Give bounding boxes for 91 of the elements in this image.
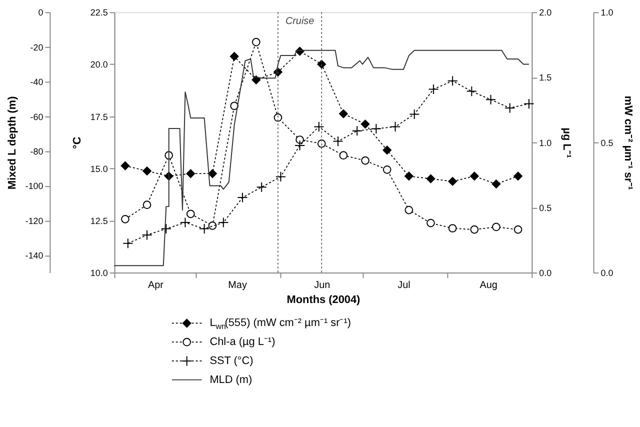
- point: [199, 224, 210, 234]
- point: [361, 120, 370, 128]
- y-tick-label: -80: [30, 146, 44, 156]
- point: [404, 206, 414, 214]
- legend-label: SST (°C): [210, 354, 254, 367]
- point: [370, 124, 382, 134]
- legend-label: Chl-a (µg L⁻¹): [210, 336, 276, 348]
- point: [466, 86, 477, 97]
- point: [426, 218, 435, 228]
- y-tick-label: 15.0: [90, 164, 108, 174]
- x-tick-label: Jul: [398, 280, 410, 291]
- point: [447, 76, 458, 86]
- point: [339, 109, 348, 118]
- y2-tick-label: 1.5: [539, 72, 552, 83]
- y-tick-label: -20: [30, 42, 44, 52]
- point: [294, 140, 306, 151]
- y-axis-title: Mixed L depth (m): [6, 96, 18, 190]
- point: [514, 172, 522, 180]
- point: [361, 156, 370, 165]
- point: [492, 180, 500, 188]
- y3-tick-label: 0.5: [600, 138, 614, 148]
- y2-tick-label: 2.0: [539, 8, 552, 18]
- point: [404, 172, 414, 180]
- point: [160, 224, 172, 234]
- point: [382, 146, 392, 154]
- point: [485, 94, 496, 105]
- y-tick-label: -60: [30, 112, 44, 122]
- point: [252, 38, 260, 46]
- point: [256, 182, 267, 192]
- point: [230, 102, 238, 110]
- point: [524, 98, 534, 110]
- y2-tick-label: 0.5: [539, 202, 552, 213]
- y2-axis-title: µg L⁻¹: [560, 128, 572, 158]
- x-tick-label: Jun: [314, 280, 330, 291]
- point: [142, 200, 152, 209]
- y-tick-label: 17.5: [90, 112, 108, 122]
- point: [275, 171, 286, 182]
- point: [252, 76, 260, 84]
- y3-tick-label: 1.0: [600, 8, 614, 18]
- x-tick-label: Aug: [480, 280, 498, 291]
- point: [428, 84, 439, 94]
- point: [492, 222, 500, 232]
- point: [409, 108, 420, 120]
- point: [514, 225, 522, 234]
- point: [122, 238, 134, 249]
- y-tick-label: -120: [25, 216, 44, 226]
- point: [339, 151, 348, 160]
- y-tick-label: -140: [25, 250, 44, 261]
- point: [352, 126, 362, 136]
- point: [120, 162, 130, 170]
- point: [208, 221, 217, 230]
- point: [382, 166, 392, 174]
- y2-tick-label: 1.0: [539, 138, 552, 148]
- annotation: Cruise: [285, 16, 315, 28]
- point: [230, 52, 239, 61]
- y2-tick-label: 0.0: [539, 268, 552, 278]
- point: [121, 214, 130, 224]
- point: [274, 113, 282, 122]
- point: [470, 172, 479, 180]
- y-tick-label: 12.5: [90, 216, 108, 226]
- point: [426, 174, 435, 183]
- point: [186, 210, 195, 218]
- y-tick-label: -40: [30, 77, 44, 88]
- point: [142, 230, 152, 240]
- y-tick-label: 0: [38, 8, 44, 18]
- point: [448, 177, 457, 186]
- y-tick-label: 22.5: [90, 8, 108, 18]
- legend-label: MLD (m): [210, 374, 252, 386]
- y-tick-label: 20.0: [90, 60, 108, 70]
- y3-tick-label: 0.0: [600, 268, 614, 278]
- point: [237, 192, 248, 203]
- point: [296, 136, 304, 144]
- y-axis-title: °C: [71, 136, 84, 149]
- point: [448, 224, 457, 232]
- point: [470, 225, 479, 234]
- point: [180, 217, 190, 228]
- point: [390, 121, 401, 132]
- point: [504, 102, 516, 114]
- x-tick-label: May: [228, 280, 247, 291]
- point: [314, 121, 324, 132]
- point: [142, 166, 152, 176]
- point: [332, 136, 344, 147]
- y-tick-label: 10.0: [90, 268, 108, 278]
- point: [186, 169, 195, 178]
- x-axis-title: Months (2004): [286, 294, 361, 306]
- point: [317, 139, 326, 148]
- point: [208, 169, 217, 178]
- y-tick-label: -100: [25, 181, 44, 192]
- x-tick-label: Apr: [148, 280, 164, 291]
- point: [218, 217, 229, 228]
- y3-axis-title: mW cm⁻² µm⁻¹ sr⁻¹: [622, 96, 634, 190]
